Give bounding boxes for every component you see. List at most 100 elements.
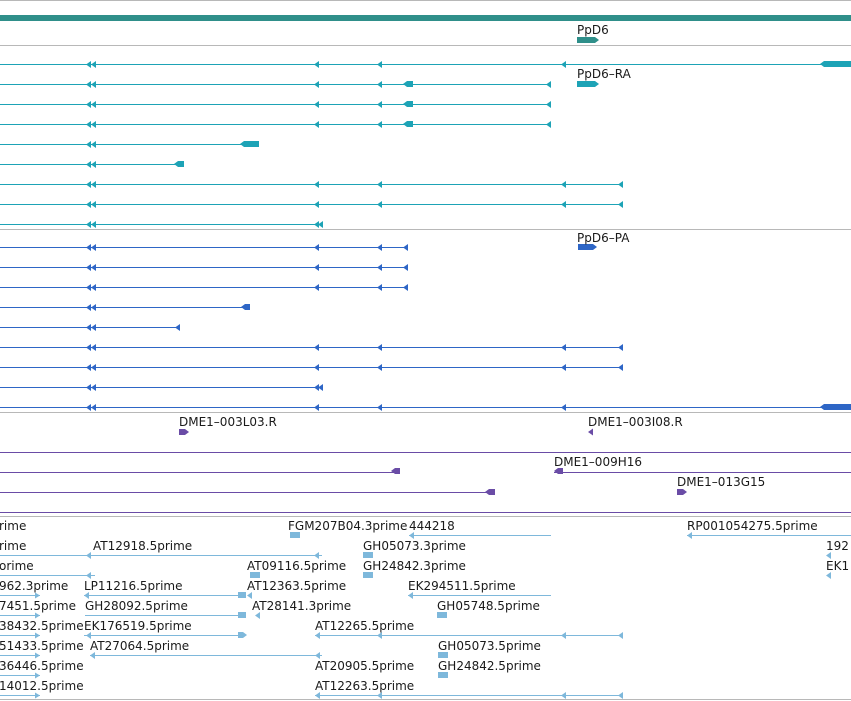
triangle-left-icon xyxy=(86,81,91,88)
triangle-right-icon xyxy=(35,632,40,639)
triangle-left-icon xyxy=(91,101,96,108)
triangle-left-icon xyxy=(546,81,551,88)
est-label: AT12263.5prime xyxy=(315,679,415,693)
triangle-left-icon xyxy=(377,364,382,371)
est-label: 51433.5prime xyxy=(0,639,84,653)
triangle-left-icon xyxy=(91,364,96,371)
triangle-left-icon xyxy=(84,592,89,599)
triangle-left-icon xyxy=(86,201,91,208)
triangle-right-icon xyxy=(35,592,40,599)
est-label: EK1 xyxy=(826,559,850,573)
triangle-left-icon xyxy=(409,532,414,539)
triangle-left-icon xyxy=(618,632,623,639)
triangle-left-icon xyxy=(318,384,323,391)
triangle-left-icon xyxy=(314,101,319,108)
est-label: 38432.5prime xyxy=(0,619,84,633)
triangle-left-icon xyxy=(561,201,566,208)
triangle-left-icon xyxy=(315,632,320,639)
triangle-right-icon xyxy=(179,429,189,435)
est-label: AT12363.5prime xyxy=(247,579,347,593)
triangle-left-icon xyxy=(91,264,96,271)
est-label: RP001054275.5prime xyxy=(687,519,818,533)
est-label: GH24842.5prime xyxy=(438,659,541,673)
triangle-right-icon xyxy=(35,692,40,699)
triangle-left-icon xyxy=(91,121,96,128)
triangle-left-icon xyxy=(618,364,623,371)
triangle-left-icon xyxy=(377,692,382,699)
triangle-left-icon xyxy=(561,404,566,411)
triangle-left-icon xyxy=(255,612,260,619)
triangle-left-icon xyxy=(86,364,91,371)
triangle-left-icon xyxy=(86,181,91,188)
triangle-left-icon xyxy=(561,692,566,699)
est-label: GH05073.5prime xyxy=(438,639,541,653)
triangle-left-icon xyxy=(86,572,91,579)
triangle-left-icon xyxy=(86,61,91,68)
triangle-left-icon xyxy=(554,468,563,474)
est-label: GH05073.3prime xyxy=(363,539,466,553)
triangle-left-icon xyxy=(314,284,319,291)
est-label: rime xyxy=(0,539,27,553)
triangle-left-icon xyxy=(403,101,413,107)
oligo-label: DME1–003L03.R xyxy=(179,415,277,429)
triangle-left-icon xyxy=(315,652,320,659)
triangle-left-icon xyxy=(403,244,408,251)
triangle-left-icon xyxy=(91,81,96,88)
exon-block xyxy=(838,61,851,67)
est-label: AT20905.5prime xyxy=(315,659,415,673)
triangle-right-icon xyxy=(577,81,599,87)
triangle-left-icon xyxy=(86,221,91,228)
triangle-left-icon xyxy=(91,201,96,208)
triangle-left-icon xyxy=(314,81,319,88)
triangle-left-icon xyxy=(826,572,831,579)
triangle-left-icon xyxy=(91,284,96,291)
triangle-left-icon xyxy=(403,81,413,87)
exon-block xyxy=(238,612,246,618)
est-label: AT27064.5prime xyxy=(90,639,190,653)
triangle-left-icon xyxy=(546,101,551,108)
exon-block xyxy=(250,572,260,578)
est-label: 444218 xyxy=(409,519,455,533)
triangle-left-icon xyxy=(91,404,96,411)
gene-bar xyxy=(0,15,851,21)
est-label: 36446.5prime xyxy=(0,659,84,673)
triangle-left-icon xyxy=(91,304,96,311)
triangle-right-icon xyxy=(238,632,247,638)
est-label: rime xyxy=(0,519,27,533)
triangle-left-icon xyxy=(86,384,91,391)
triangle-left-icon xyxy=(618,181,623,188)
triangle-left-icon xyxy=(377,244,382,251)
exon-block xyxy=(363,572,373,578)
gene-label-ppd6: PpD6 xyxy=(577,23,609,37)
triangle-left-icon xyxy=(403,284,408,291)
est-label: 14012.5prime xyxy=(0,679,84,693)
est-label: AT12918.5prime xyxy=(93,539,193,553)
triangle-left-icon xyxy=(377,101,382,108)
oligo-label: DME1–009H16 xyxy=(554,455,643,469)
triangle-right-icon xyxy=(578,244,597,250)
triangle-left-icon xyxy=(403,264,408,271)
triangle-left-icon xyxy=(175,324,180,331)
triangle-left-icon xyxy=(91,181,96,188)
transcript-label-ppd6-pa: PpD6–PA xyxy=(577,231,630,245)
triangle-left-icon xyxy=(377,632,382,639)
triangle-left-icon xyxy=(86,121,91,128)
triangle-left-icon xyxy=(86,304,91,311)
triangle-right-icon xyxy=(35,652,40,659)
triangle-left-icon xyxy=(314,244,319,251)
est-label: 7451.5prime xyxy=(0,599,76,613)
exon-block xyxy=(438,672,448,678)
transcript-label-ppd6-ra: PpD6–RA xyxy=(577,67,631,81)
est-label: EK294511.5prime xyxy=(408,579,516,593)
triangle-left-icon xyxy=(86,552,91,559)
est-label: AT28141.3prime xyxy=(252,599,352,613)
triangle-right-icon xyxy=(677,489,687,495)
est-label: 962.3prime xyxy=(0,579,69,593)
triangle-right-icon xyxy=(35,612,40,619)
triangle-right-icon xyxy=(35,672,40,679)
triangle-left-icon xyxy=(91,61,96,68)
est-label: FGM207B04.3prime xyxy=(288,519,408,533)
est-label: AT12265.5prime xyxy=(315,619,415,633)
triangle-left-icon xyxy=(240,141,259,147)
triangle-left-icon xyxy=(91,141,96,148)
